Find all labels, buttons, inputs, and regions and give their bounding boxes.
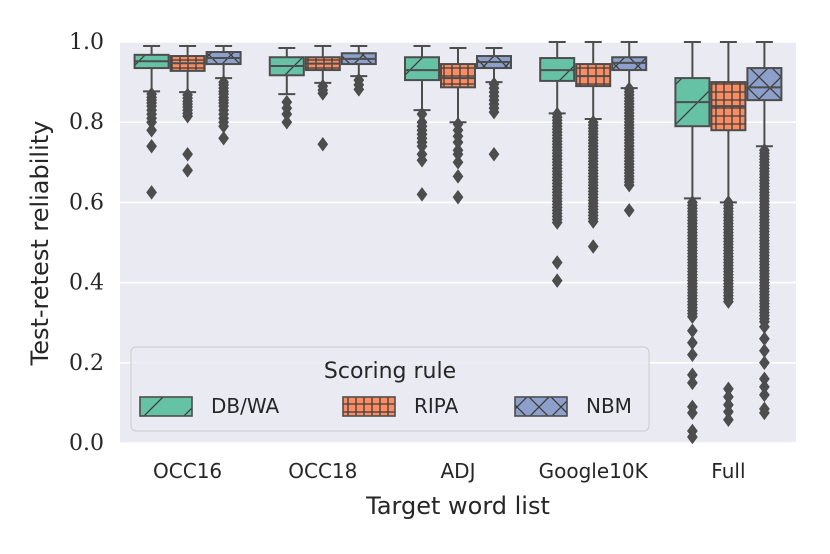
- outlier-marker: [687, 309, 698, 324]
- legend-label: RIPA: [414, 394, 459, 418]
- box-outline: [404, 56, 440, 82]
- outlier-marker: [687, 347, 698, 363]
- outlier-marker: [551, 215, 563, 230]
- outlier-marker: [723, 294, 734, 309]
- outlier-marker: [687, 405, 698, 421]
- box-hatch: [576, 64, 611, 87]
- category-group: [539, 41, 648, 288]
- y-tick-label: 0.2: [69, 351, 104, 376]
- legend-swatch-hatch: [140, 397, 192, 416]
- y-tick-label: 0.6: [69, 190, 104, 215]
- y-tick-label: 0.0: [69, 431, 104, 456]
- box-outline: [575, 63, 612, 88]
- y-tick-label: 0.8: [69, 110, 104, 135]
- box-outline: [440, 63, 476, 89]
- legend-swatch-outline: [342, 396, 396, 417]
- x-tick-label: Full: [711, 459, 745, 483]
- box-hatch: [747, 68, 782, 101]
- outlier-marker: [317, 86, 329, 101]
- outlier-marker: [353, 82, 365, 97]
- legend-label: DB/WA: [211, 394, 280, 418]
- outlier-marker: [488, 104, 500, 120]
- x-tick-label: OCC18: [288, 459, 357, 483]
- x-tick-label: Google10K: [539, 459, 649, 483]
- box-hatch: [405, 57, 439, 81]
- outlier-marker: [416, 187, 428, 202]
- outlier-marker: [146, 185, 157, 200]
- y-tick-label: 0.4: [69, 271, 104, 296]
- category-group: [133, 45, 242, 200]
- legend-label: NBM: [586, 394, 632, 418]
- outlier-marker: [551, 273, 563, 288]
- outlier-marker: [759, 355, 770, 371]
- outlier-marker: [587, 214, 599, 229]
- outlier-marker: [182, 163, 193, 178]
- y-tick-label: 1.0: [69, 30, 104, 55]
- outlier-marker: [317, 137, 329, 152]
- legend-entry: NBM: [514, 394, 632, 418]
- legend-swatch-outline: [514, 396, 568, 417]
- outlier-marker: [488, 147, 500, 162]
- legend-entry: DB/WA: [139, 394, 280, 418]
- legend: Scoring rule DB/WA RIPA NBM: [130, 346, 650, 432]
- outlier-marker: [452, 189, 464, 205]
- outlier-marker: [218, 130, 229, 146]
- x-tick-labels: OCC16 OCC18 ADJ Google10K Full: [153, 459, 745, 483]
- x-tick-label: ADJ: [441, 459, 476, 483]
- category-group: [674, 41, 783, 445]
- box-outline: [746, 67, 783, 102]
- outlier-marker: [146, 139, 157, 154]
- outlier-marker: [551, 255, 563, 270]
- outlier-marker: [623, 177, 635, 193]
- x-tick-label: OCC16: [153, 459, 222, 483]
- outlier-marker: [182, 147, 193, 162]
- outlier-marker: [182, 108, 193, 124]
- category-group: [404, 45, 512, 205]
- legend-swatch-hatch: [343, 397, 395, 416]
- legend-swatch-outline: [139, 396, 193, 417]
- outlier-marker: [723, 412, 734, 427]
- category-group: [268, 45, 377, 152]
- outlier-marker: [452, 155, 464, 170]
- y-axis-label: Test-retest reliability: [26, 121, 54, 367]
- outlier-marker: [146, 122, 157, 138]
- outlier-marker: [452, 169, 464, 184]
- legend-swatch-hatch: [515, 397, 567, 416]
- y-tick-labels: 0.0 0.2 0.4 0.6 0.8 1.0: [69, 30, 104, 456]
- outlier-marker: [687, 375, 698, 391]
- legend-entries: DB/WA RIPA NBM: [139, 394, 632, 418]
- legend-title: Scoring rule: [324, 359, 456, 384]
- outlier-marker: [759, 387, 770, 403]
- outlier-marker: [281, 114, 293, 130]
- x-axis-label: Target word list: [365, 492, 550, 520]
- box-groups: [133, 41, 783, 445]
- outlier-marker: [416, 153, 428, 168]
- box-hatch: [441, 64, 475, 88]
- outlier-marker: [587, 239, 599, 254]
- outlier-marker: [687, 429, 698, 445]
- outlier-marker: [759, 405, 770, 421]
- legend-entry: RIPA: [342, 394, 459, 418]
- outlier-marker: [623, 203, 635, 218]
